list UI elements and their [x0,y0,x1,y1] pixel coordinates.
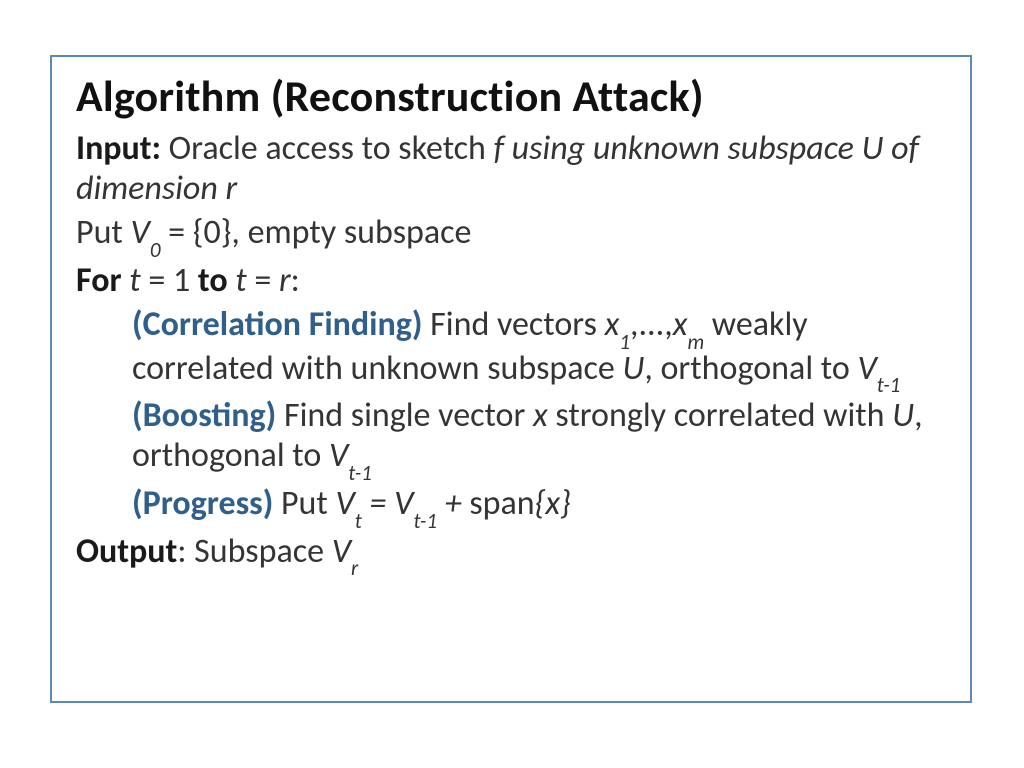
step2-U: U [892,395,914,436]
output-V: V [332,531,351,572]
put-prefix: Put [76,212,131,253]
step-boosting: (Boosting) Find single vector x strongly… [132,396,950,480]
step3-plus: + [437,483,469,524]
put-var: V [131,212,150,253]
step2-a: Find single vector [276,395,533,436]
for-eq1: = 1 [141,260,198,301]
step2-label: (Boosting) [132,395,276,436]
step2-subV: t-1 [348,460,372,486]
for-label: For [76,260,122,301]
step1-V: V [857,348,876,389]
step3-span: span [469,483,534,524]
step-progress: (Progress) Put Vt = Vt-1 + span{x} [132,484,950,528]
step-correlation-finding: (Correlation Finding) Find vectors x1,..… [132,305,950,392]
step1-subV: t-1 [877,372,901,398]
input-text-plain: Oracle access to sketch [161,128,494,169]
step1-c: , orthogonal to [644,348,857,389]
put-line: Put V0 = {0}, empty subspace [76,213,950,257]
step3-a: Put [273,483,335,524]
put-suffix: = {0}, empty subspace [161,212,472,253]
put-sub: 0 [150,237,161,263]
for-eq2: = [247,260,279,301]
output-sub: r [351,555,358,581]
for-colon: : [291,260,300,301]
for-t2: t [228,260,247,301]
for-r: r [279,260,291,301]
for-t1: t [122,260,141,301]
step1-xm: x [673,304,688,345]
step2-V: V [329,435,348,476]
input-line: Input: Oracle access to sketch f using u… [76,129,950,209]
step3-braces: {x} [535,483,571,524]
step3-eq: = [362,483,394,524]
algorithm-title: Algorithm (Reconstruction Attack) [76,69,950,123]
to-label: to [198,260,228,301]
step3-subt: t [355,508,362,534]
step1-label: (Correlation Finding) [132,304,422,345]
step3-subt1: t-1 [413,508,437,534]
step3-Vt1: V [394,483,413,524]
step1-subm: m [687,329,704,355]
step2-b: strongly correlated with [548,395,892,436]
step1-x1: x [605,304,620,345]
input-label: Input: [76,128,161,169]
step1-a: Find vectors [422,304,604,345]
step3-Vt: V [336,483,355,524]
step3-label: (Progress) [132,483,273,524]
output-label: Output [76,531,177,572]
output-line: Output: Subspace Vr [76,532,950,576]
algorithm-box: Algorithm (Reconstruction Attack) Input:… [50,55,972,703]
step2-x: x [533,395,548,436]
step1-dots: ,..., [630,304,673,345]
output-colon: : Subspace [177,531,331,572]
step1-sub1: 1 [619,329,630,355]
for-line: For t = 1 to t = r: [76,261,950,301]
